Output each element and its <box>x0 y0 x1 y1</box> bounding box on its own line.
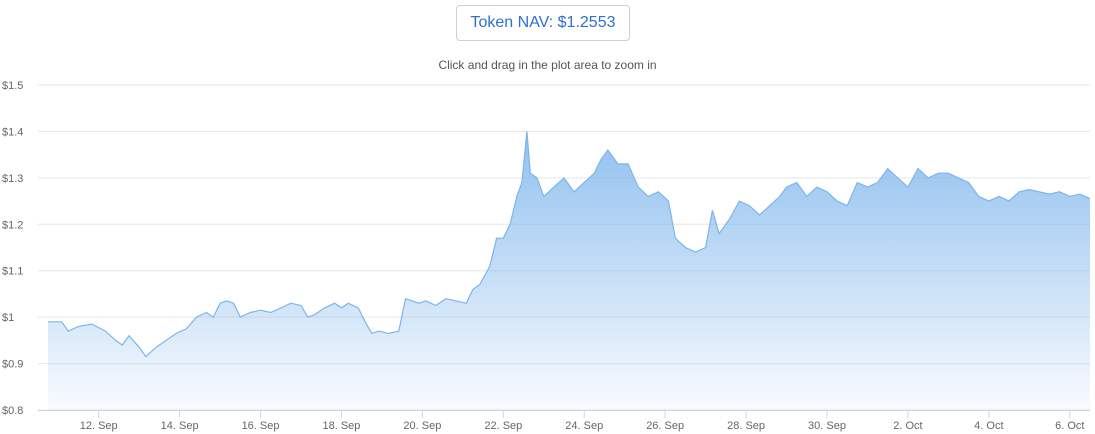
y-tick-label: $1.1 <box>2 266 23 278</box>
x-tick-label: 14. Sep <box>161 420 199 432</box>
y-tick-label: $1.2 <box>2 219 23 231</box>
y-tick-label: $1 <box>2 312 14 324</box>
area-layer <box>48 131 1091 410</box>
x-tick-label: 20. Sep <box>403 420 441 432</box>
y-tick-label: $0.8 <box>2 405 23 417</box>
x-tick-label: 28. Sep <box>727 420 765 432</box>
x-tick-label: 30. Sep <box>808 420 846 432</box>
token-nav-button[interactable]: Token NAV: $1.2553 <box>456 5 630 41</box>
axis-layer: $1.5 $1.4 $1.3 $1.2 $1.1 $1 $0.9 $0.8 12. Sep 14.… <box>2 80 1090 432</box>
x-tick-label: 26. Sep <box>646 420 684 432</box>
zoom-hint: Click and drag in the plot area to zoom … <box>438 58 657 72</box>
x-tick-label: 24. Sep <box>565 420 603 432</box>
x-tick-label: 12. Sep <box>80 420 118 432</box>
y-tick-label: $0.9 <box>2 359 23 371</box>
y-tick-label: $1.3 <box>2 173 23 185</box>
y-tick-label: $1.5 <box>2 80 23 92</box>
nav-area-fill <box>48 131 1091 410</box>
x-tick-label: 2. Oct <box>893 420 922 432</box>
x-tick-label: 6. Oct <box>1055 420 1084 432</box>
x-tick-label: 4. Oct <box>974 420 1003 432</box>
x-tick-label: 18. Sep <box>323 420 361 432</box>
token-nav-label: Token NAV: $1.2553 <box>470 14 616 31</box>
nav-series-line[interactable] <box>48 131 1091 358</box>
x-tick-label: 16. Sep <box>242 420 280 432</box>
y-tick-label: $1.4 <box>2 126 23 138</box>
x-tick-label: 22. Sep <box>484 420 522 432</box>
